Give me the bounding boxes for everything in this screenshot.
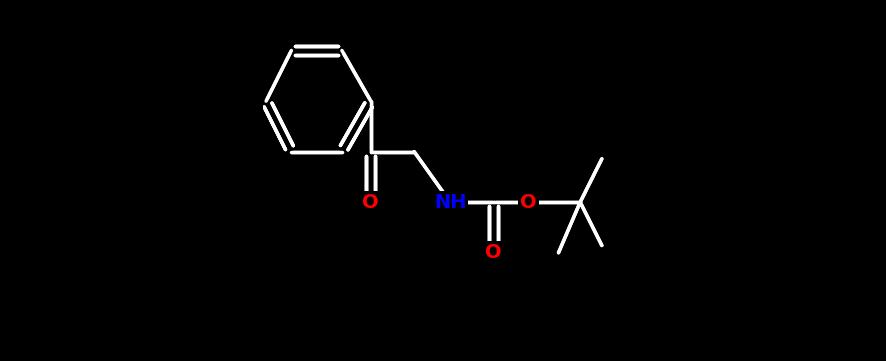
Text: O: O bbox=[362, 193, 379, 212]
Text: O: O bbox=[486, 243, 501, 262]
Text: NH: NH bbox=[434, 193, 466, 212]
Text: O: O bbox=[520, 193, 537, 212]
